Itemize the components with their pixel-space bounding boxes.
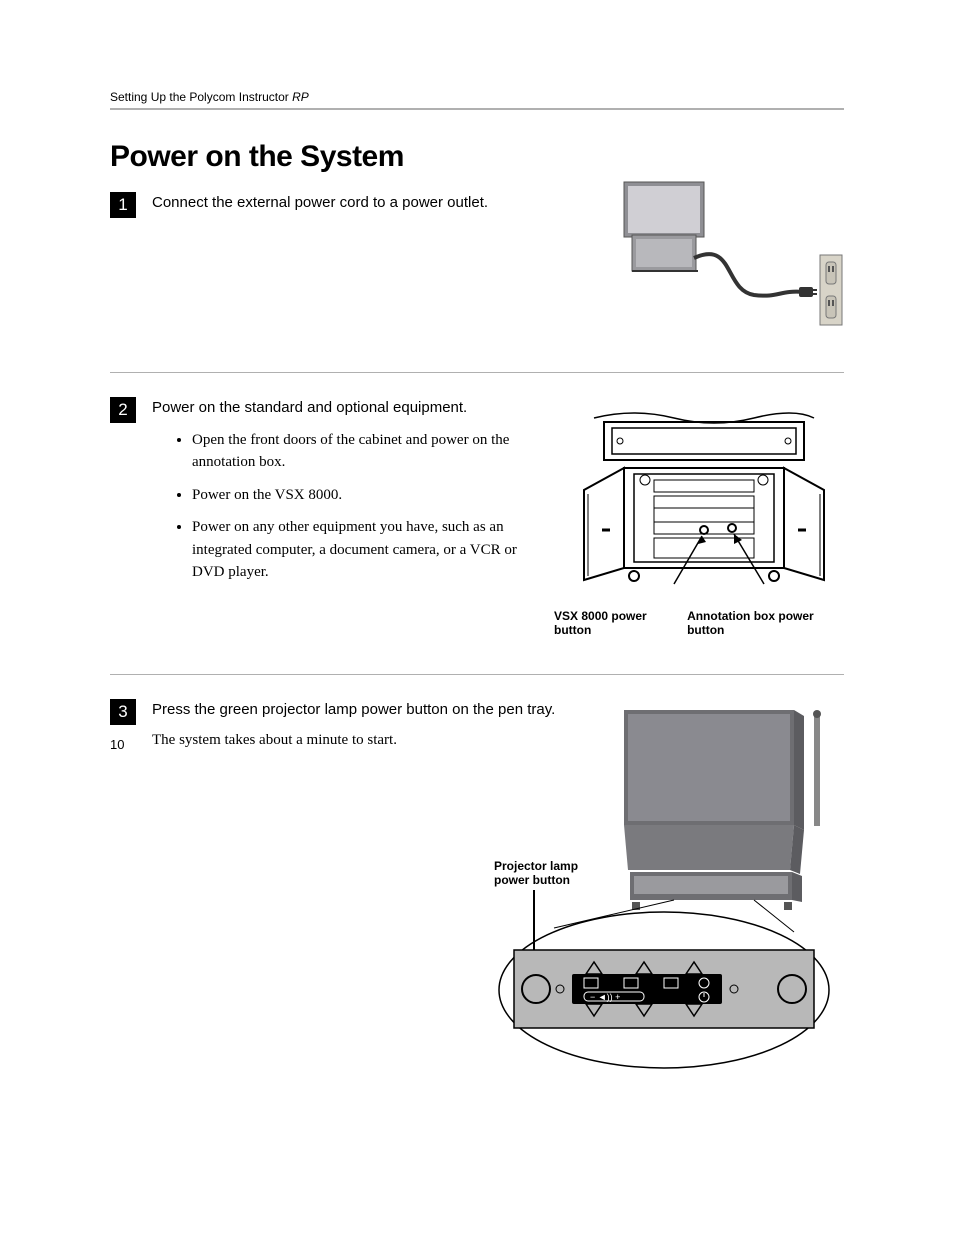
section-separator <box>110 372 844 373</box>
page: Setting Up the Polycom Instructor RP Pow… <box>0 0 954 812</box>
list-item: Power on the VSX 8000. <box>192 484 552 507</box>
svg-text:− ◄)) +: − ◄)) + <box>590 992 620 1002</box>
list-item: Power on any other equipment you have, s… <box>192 516 552 584</box>
running-title-suffix: RP <box>292 90 309 104</box>
caption-vsx-power: VSX 8000 power button <box>554 609 687 637</box>
step-2-bullets: Open the front doors of the cabinet and … <box>152 429 552 584</box>
svg-text:power button: power button <box>494 873 570 887</box>
figure-projector-pentray: Projector lamp power button <box>494 710 844 1080</box>
running-header: Setting Up the Polycom Instructor RP <box>110 90 844 104</box>
section-title: Power on the System <box>110 140 844 174</box>
figure-cabinet: VSX 8000 power button Annotation box pow… <box>554 410 854 610</box>
header-rule <box>110 108 844 110</box>
step-number: 2 <box>110 397 136 423</box>
figure-power-cord <box>604 180 844 350</box>
section-separator <box>110 674 844 675</box>
page-number: 10 <box>110 737 124 752</box>
figure-cabinet-captions: VSX 8000 power button Annotation box pow… <box>554 609 854 637</box>
step-number: 1 <box>110 192 136 218</box>
caption-annotation-power: Annotation box power button <box>687 609 854 637</box>
svg-text:Projector lamp: Projector lamp <box>494 859 578 873</box>
step-number: 3 <box>110 699 136 725</box>
list-item: Open the front doors of the cabinet and … <box>192 429 552 474</box>
running-title: Setting Up the Polycom Instructor <box>110 90 289 104</box>
